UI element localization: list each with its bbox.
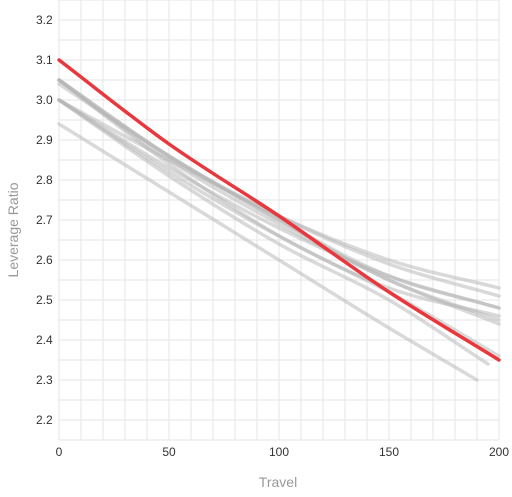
series-line xyxy=(57,78,501,326)
y-tick-label: 3.0 xyxy=(36,93,53,107)
series-line xyxy=(57,98,501,318)
y-axis-title: Leverage Ratio xyxy=(5,182,21,277)
series-line xyxy=(57,122,479,382)
y-tick-label: 3.1 xyxy=(36,53,53,67)
x-tick-label: 150 xyxy=(379,445,399,459)
grid xyxy=(58,0,500,441)
series-line xyxy=(57,98,490,366)
highlighted-series-line xyxy=(57,58,501,362)
y-tick-label: 2.2 xyxy=(36,413,53,427)
y-tick-label: 2.9 xyxy=(36,133,53,147)
series-layer xyxy=(57,58,501,382)
x-tick-label: 200 xyxy=(489,445,509,459)
y-tick-label: 2.7 xyxy=(36,213,53,227)
y-tick-label: 2.4 xyxy=(36,333,53,347)
y-tick-label: 2.5 xyxy=(36,293,53,307)
y-tick-label: 2.8 xyxy=(36,173,53,187)
x-tick-label: 50 xyxy=(162,445,176,459)
y-tick-label: 3.2 xyxy=(36,13,53,27)
y-axis-ticks: 2.2 2.3 2.4 2.5 2.6 2.7 2.8 2.9 3.0 3.1 3.2 xyxy=(36,13,53,427)
y-tick-label: 2.6 xyxy=(36,253,53,267)
x-axis-title: Travel xyxy=(259,474,297,490)
y-tick-label: 2.3 xyxy=(36,373,53,387)
x-tick-label: 0 xyxy=(56,445,63,459)
x-tick-label: 100 xyxy=(269,445,289,459)
x-axis-ticks: 0 50 100 150 200 xyxy=(56,445,510,459)
